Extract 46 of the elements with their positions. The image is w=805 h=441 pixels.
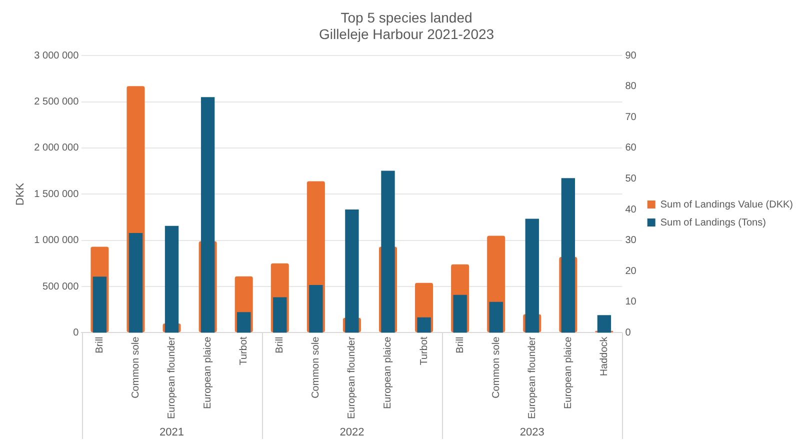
y2-tick-label: 70 [625,112,637,123]
y2-tick-label: 40 [625,204,637,216]
x-tick-label: European plaice [202,336,214,409]
x-tick-label: Turbot [418,336,430,366]
y-tick-label: 1 500 000 [34,188,80,200]
x-tick-label: Haddock [598,336,610,376]
y-axis-title: DKK [14,182,27,206]
x-tick-label: European plaice [382,336,394,409]
x-tick-label: Common sole [130,336,142,398]
bar [309,284,323,333]
y-tick-label: 2 500 000 [34,96,80,108]
x-tick-label: Brill [94,336,106,354]
x-tick-label: Turbot [238,336,250,366]
chart-subtitle: Gilleleje Harbour 2021-2023 [318,26,494,42]
y-tick-label: 500 000 [42,281,80,292]
y-tick-label: 0 [73,327,80,338]
text: 2022 [340,426,364,439]
legend-label: Sum of Landings (Tons) [660,217,766,228]
bar [273,297,287,333]
bar [237,312,251,333]
y2-tick-label: 80 [625,81,637,92]
bar [453,294,467,333]
x-tick-label: Brill [454,336,466,354]
legend-label: Sum of Landings Value (DKK) [660,199,794,210]
bar [489,302,503,333]
x-tick-label: European flounder [166,336,178,420]
chart-title: Top 5 species landed [340,9,472,26]
bar [417,317,431,333]
x-tick-label: Common sole [310,336,322,398]
y-tick-label: 2 000 000 [34,142,80,154]
x-tick-label: European flounder [526,336,538,420]
text: 2021 [160,426,184,439]
x-tick-label: European flounder [346,336,358,420]
x-tick-label: Brill [274,336,286,354]
y2-tick-label: 10 [625,296,637,308]
y2-tick-label: 0 [625,327,632,338]
y2-tick-label: 50 [625,174,637,185]
text: 2023 [520,426,544,439]
y2-tick-label: 60 [625,142,637,154]
x-tick-label: European plaice [562,336,574,409]
y2-tick-label: 20 [625,266,637,277]
y-tick-label: 1 000 000 [34,235,80,246]
y2-tick-label: 30 [625,235,637,246]
y2-tick-label: 90 [625,50,637,62]
y-tick-label: 3 000 000 [34,50,80,62]
x-tick-label: Common sole [490,336,502,398]
